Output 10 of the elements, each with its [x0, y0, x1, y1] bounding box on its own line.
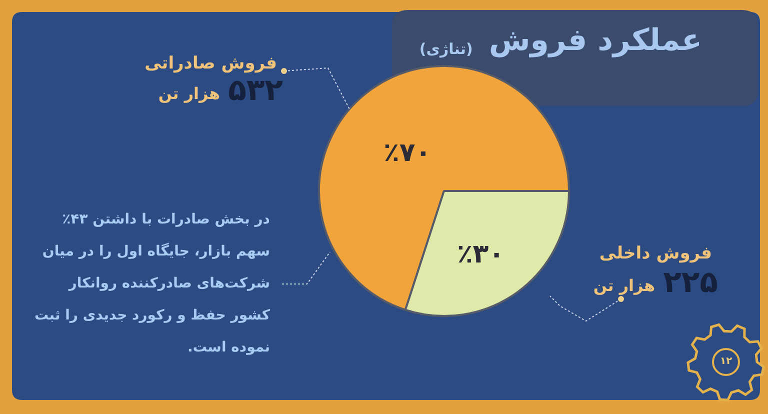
slice-label: فروش داخلی: [599, 243, 712, 264]
data-label: ٪۷۰: [383, 138, 432, 168]
text: در بخش صادرات با داشتن ۴۳٪ سهم بازار، جایگاه اول را در میان شرکت‌های صادرکننده روانکار کشور حفظ و رکورد جدیدی را ثبت نموده است.: [34, 212, 271, 356]
text: ۱۲: [720, 356, 732, 368]
text: ۵۳۲ هزار تن: [158, 72, 283, 108]
slice-label: فروش صادراتی: [144, 53, 277, 74]
data-label: ٪۳۰: [456, 239, 505, 270]
chart-subtitle: (تناژی): [419, 40, 473, 58]
text: ۲۲۵ هزار تن: [593, 264, 718, 300]
chart-title: عملکرد فروش: [488, 22, 702, 58]
